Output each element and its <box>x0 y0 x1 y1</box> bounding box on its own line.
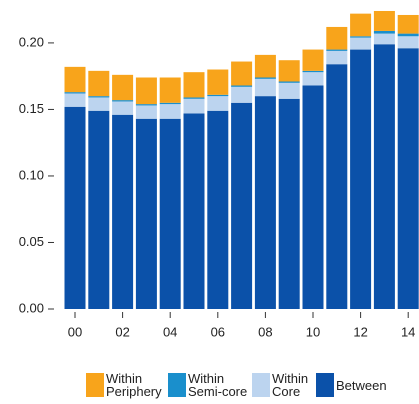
bar-segment <box>350 37 372 50</box>
legend-swatch <box>252 373 270 397</box>
bar-segment <box>302 70 324 73</box>
bar-segment <box>112 100 134 102</box>
bar-segment <box>254 77 276 79</box>
bar-segment <box>88 110 110 309</box>
bar-segment <box>326 49 348 51</box>
y-tick-label: 0.10 <box>19 167 44 182</box>
bar-segment <box>397 33 419 37</box>
bar-segment <box>159 102 181 105</box>
bar-segment <box>231 86 253 103</box>
x-tick-label: 08 <box>258 324 272 339</box>
bar-segment <box>231 85 253 87</box>
bar-segment <box>64 66 86 93</box>
legend-label: Within Core <box>272 371 309 399</box>
bar-segment <box>278 81 300 83</box>
bar-segment <box>254 78 276 97</box>
bar-segment <box>64 92 86 94</box>
bar-segment <box>373 10 395 31</box>
bar-segment <box>302 85 324 309</box>
bar-segment <box>88 70 110 97</box>
bar-segment <box>278 98 300 309</box>
bar-segment <box>373 30 395 34</box>
bar-segment <box>278 82 300 99</box>
bar-segment <box>159 104 181 119</box>
bar-segment <box>64 93 86 107</box>
bar-segment <box>397 14 419 34</box>
x-tick-label: 10 <box>306 324 320 339</box>
bar-segment <box>159 118 181 309</box>
bar-segment <box>231 61 253 86</box>
bar-segment <box>135 104 157 106</box>
bar-segment <box>254 96 276 309</box>
legend-item: Within Core <box>252 372 314 398</box>
legend-item: Between <box>316 373 396 397</box>
legend-swatch <box>86 373 104 397</box>
bar-segment <box>135 105 157 119</box>
bar-segment <box>302 49 324 71</box>
bar-segment <box>373 44 395 310</box>
bar-segment <box>326 64 348 309</box>
bar-segment <box>183 113 205 309</box>
x-tick-label: 14 <box>401 324 415 339</box>
bar-segment <box>207 110 229 309</box>
bar-segment <box>231 102 253 309</box>
bar-segment <box>183 98 205 114</box>
bar-segment <box>135 77 157 105</box>
legend: Within Periphery Within Semi-core Within C… <box>86 372 396 398</box>
bar-segment <box>88 96 110 98</box>
legend-item: Within Periphery <box>86 372 166 398</box>
bar-segment <box>207 69 229 95</box>
bar-segment <box>350 13 372 37</box>
bar-segment <box>112 114 134 309</box>
legend-item: Within Semi-core <box>168 372 250 398</box>
bar-segment <box>112 101 134 115</box>
y-tick-label: 0.05 <box>19 234 44 249</box>
bar-segment <box>302 72 324 86</box>
bar-segment <box>183 97 205 99</box>
legend-swatch <box>316 373 334 397</box>
x-tick-label: 00 <box>68 324 82 339</box>
bar-segment <box>278 60 300 82</box>
x-tick-label: 02 <box>115 324 129 339</box>
bar-segment <box>183 72 205 98</box>
legend-label: Within Periphery <box>106 371 162 399</box>
bar-segment <box>135 118 157 309</box>
bar-segment <box>88 97 110 111</box>
bar-segment <box>159 77 181 103</box>
bar-segment <box>397 48 419 310</box>
legend-label: Between <box>336 377 387 393</box>
bar-segment <box>207 94 229 97</box>
bar-segment <box>326 50 348 65</box>
x-tick-label: 12 <box>353 324 367 339</box>
bar-segment <box>350 49 372 309</box>
legend-swatch <box>168 373 186 397</box>
bar-segment <box>326 26 348 50</box>
bar-segment <box>207 96 229 111</box>
y-tick-label: 0.15 <box>19 101 44 116</box>
y-tick-label: 0.00 <box>19 300 44 315</box>
chart: 0.00 0.05 0.10 0.15 0.20 00 02 04 06 08 10 12 14 <box>19 10 419 339</box>
bar-segment <box>254 54 276 78</box>
x-tick-label: 06 <box>211 324 225 339</box>
bar-segment <box>112 74 134 101</box>
bar-segment <box>350 36 372 38</box>
bar-segment <box>64 106 86 309</box>
bar-segment <box>373 33 395 45</box>
legend-label: Within Semi-core <box>188 371 248 399</box>
bar-segment <box>397 36 419 49</box>
x-tick-label: 04 <box>163 324 177 339</box>
y-tick-label: 0.20 <box>19 34 44 49</box>
